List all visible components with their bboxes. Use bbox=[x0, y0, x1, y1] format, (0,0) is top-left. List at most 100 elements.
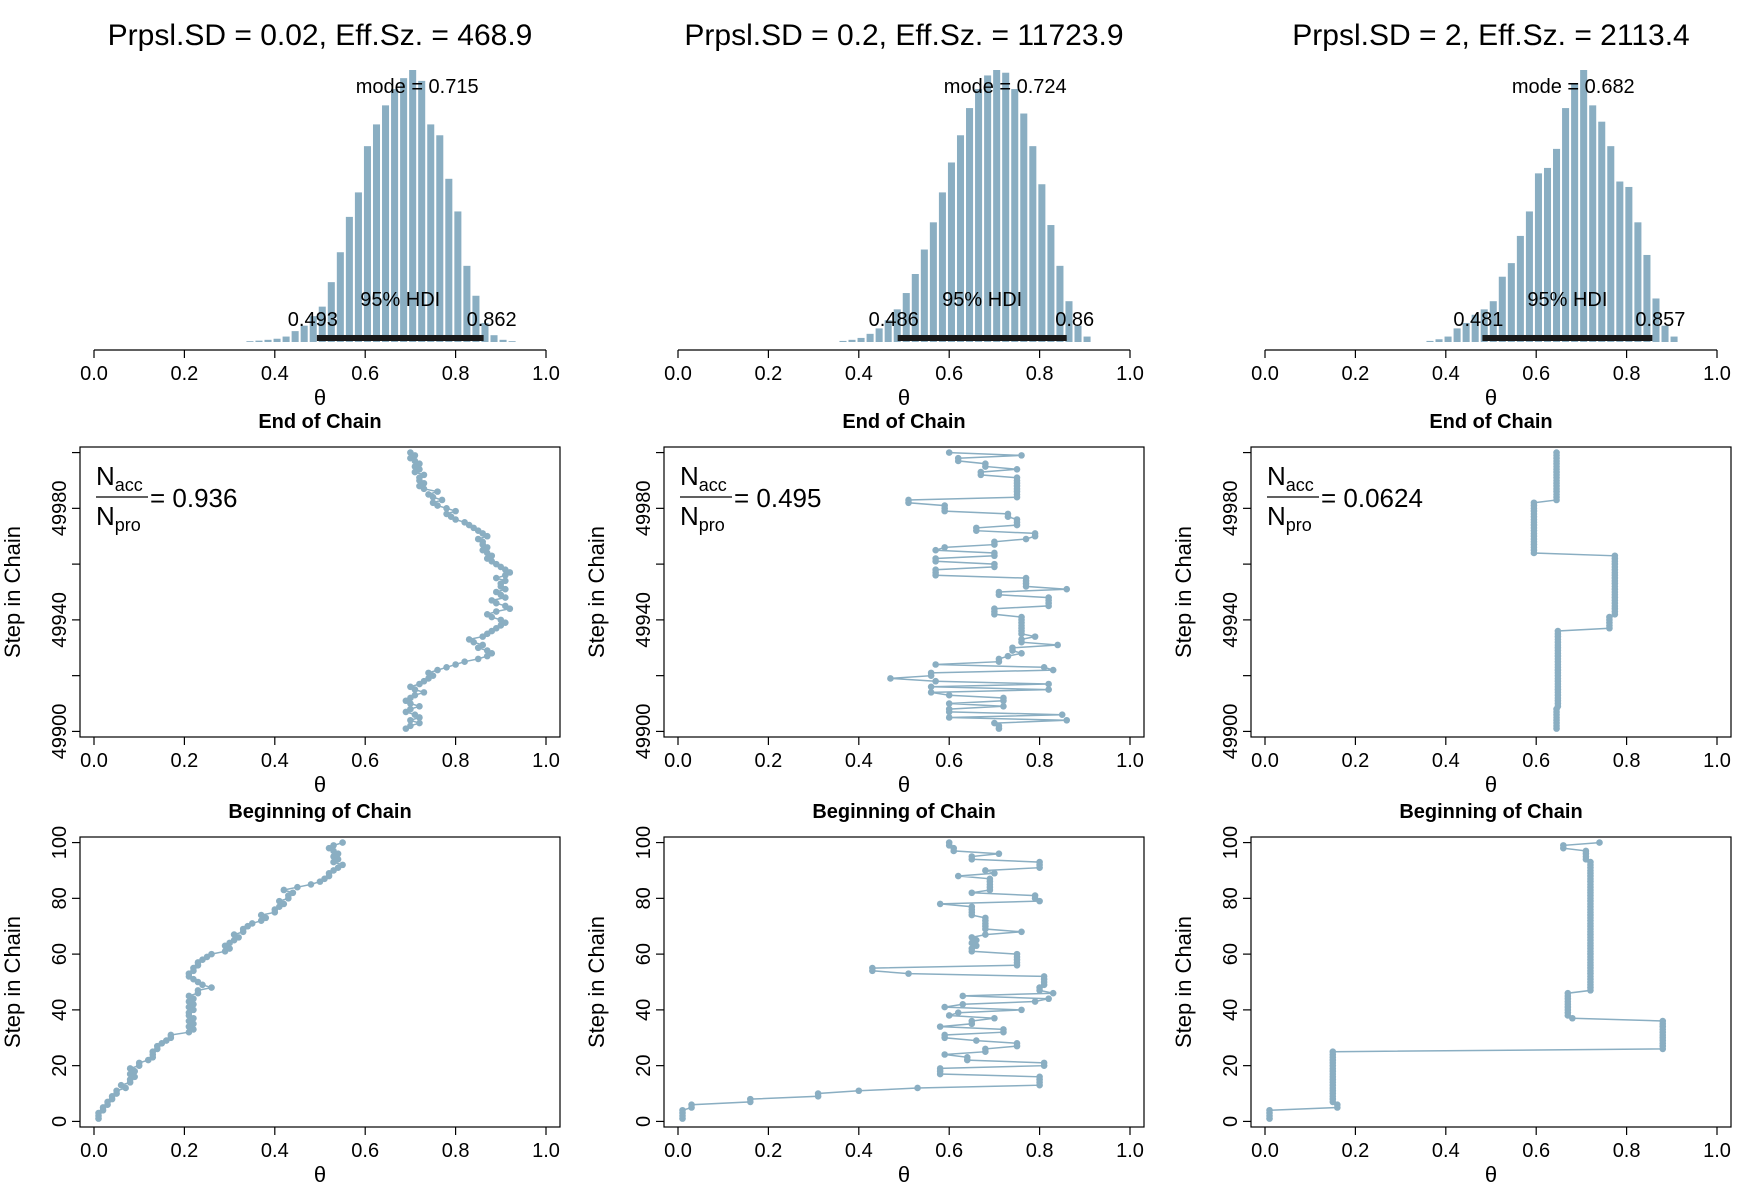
hdi-high-label: 0.862 bbox=[467, 309, 517, 331]
chain-point bbox=[1049, 666, 1057, 674]
y-tick-label: 49980 bbox=[633, 481, 655, 537]
y-tick-label: 49900 bbox=[633, 704, 655, 760]
chain-point bbox=[954, 454, 962, 462]
histogram-bar bbox=[1507, 263, 1515, 342]
y-tick-label: 80 bbox=[49, 887, 71, 909]
chain-point bbox=[991, 549, 998, 557]
y-tick-label: 49900 bbox=[1220, 704, 1242, 760]
histogram-bar bbox=[327, 282, 335, 342]
histogram-bar bbox=[875, 328, 883, 342]
chain-point bbox=[982, 460, 989, 468]
panel-title: Prpsl.SD = 0.02, Eff.Sz. = 468.9 bbox=[108, 19, 533, 52]
histogram-bar bbox=[318, 306, 326, 342]
hdi-high-label: 0.86 bbox=[1055, 309, 1094, 331]
chain-point bbox=[452, 507, 459, 515]
x-tick-label: 0.8 bbox=[1613, 363, 1641, 385]
x-axis-label: θ bbox=[1485, 1162, 1497, 1184]
chain-point bbox=[936, 1065, 944, 1072]
histogram-bar bbox=[1661, 325, 1669, 342]
chain-point bbox=[1553, 449, 1560, 456]
chain-point bbox=[1606, 613, 1613, 621]
chain-point bbox=[914, 1084, 921, 1092]
mode-label: mode = 0.715 bbox=[356, 76, 479, 98]
histogram-bar bbox=[1074, 325, 1082, 342]
y-tick-label: 0 bbox=[49, 1116, 71, 1127]
chain-point bbox=[339, 861, 346, 869]
x-tick-label: 0.8 bbox=[442, 1140, 470, 1162]
chain-point bbox=[492, 608, 500, 615]
chain-trace-line bbox=[1268, 841, 1664, 1119]
chain-point bbox=[1063, 716, 1071, 724]
chain-point bbox=[194, 987, 202, 994]
chain-point bbox=[1560, 842, 1567, 849]
histogram-bar bbox=[1435, 339, 1443, 342]
x-tick-label: 0.2 bbox=[1341, 750, 1369, 772]
chain-point bbox=[452, 661, 459, 668]
chain-point bbox=[248, 920, 256, 927]
chain-point bbox=[443, 663, 450, 671]
x-tick-label: 0.6 bbox=[1522, 1140, 1550, 1162]
histogram-bar bbox=[291, 331, 299, 342]
ratio-denominator: Npro bbox=[1267, 501, 1312, 535]
y-tick-label: 100 bbox=[1220, 826, 1242, 859]
ratio-denominator-subscript: pro bbox=[115, 515, 141, 535]
histogram-bar bbox=[1480, 309, 1488, 342]
histogram-bar bbox=[1029, 146, 1037, 342]
chain-point bbox=[502, 577, 509, 585]
chain-point bbox=[407, 716, 414, 724]
histogram-bar bbox=[1083, 336, 1091, 342]
x-tick-label: 0.8 bbox=[1026, 363, 1054, 385]
x-tick-label: 0.8 bbox=[442, 750, 470, 772]
chain-point bbox=[968, 853, 976, 860]
y-axis-label: Step in Chain bbox=[1171, 916, 1196, 1048]
chain-point bbox=[407, 683, 414, 691]
histogram-bar bbox=[372, 124, 381, 343]
ratio-value: = 0.0624 bbox=[1321, 483, 1423, 513]
panel-7-chain-beginning: Beginning of Chain 0.0 0.2 0.4 0.6 0.8 1.0 θ 0 20… bbox=[0, 801, 561, 1184]
chain-point bbox=[977, 468, 985, 476]
x-tick-label: 0.6 bbox=[935, 363, 963, 385]
chain-point bbox=[407, 705, 414, 713]
ratio-numerator-symbol: N bbox=[680, 461, 699, 491]
histogram-bar bbox=[1634, 222, 1642, 342]
hdi-low-label: 0.493 bbox=[288, 309, 338, 331]
histogram-bar bbox=[920, 249, 928, 342]
x-tick-label: 0.0 bbox=[664, 1140, 692, 1162]
x-tick-label: 0.4 bbox=[1432, 1140, 1460, 1162]
chain-point bbox=[968, 1017, 976, 1025]
chain-point bbox=[941, 544, 948, 551]
x-tick-label: 0.4 bbox=[261, 1140, 289, 1162]
ratio-numerator-symbol: N bbox=[1267, 461, 1286, 491]
chain-point bbox=[280, 886, 288, 894]
histogram-bar bbox=[1020, 113, 1028, 343]
y-tick-label: 100 bbox=[633, 826, 655, 859]
chain-point bbox=[483, 611, 491, 618]
histogram-bar bbox=[1652, 298, 1660, 342]
histogram-bar bbox=[481, 322, 489, 342]
chain-point bbox=[497, 616, 505, 624]
histogram-bar bbox=[508, 341, 516, 342]
chain-point bbox=[443, 505, 450, 512]
panel-title: Beginning of Chain bbox=[1399, 801, 1582, 823]
chain-point bbox=[135, 1059, 143, 1067]
chain-point bbox=[982, 867, 989, 874]
x-tick-label: 0.8 bbox=[1026, 750, 1054, 772]
histogram-bar bbox=[255, 340, 263, 342]
chain-point bbox=[1054, 641, 1061, 649]
histogram-bar bbox=[1643, 254, 1651, 342]
chain-point bbox=[995, 588, 1003, 596]
x-tick-label: 0.4 bbox=[1432, 750, 1460, 772]
ratio-numerator: Nacc bbox=[680, 461, 727, 495]
x-tick-label: 0.0 bbox=[80, 750, 108, 772]
x-tick-label: 0.0 bbox=[1251, 363, 1279, 385]
chain-point bbox=[117, 1081, 125, 1089]
panel-title: Beginning of Chain bbox=[812, 801, 995, 823]
histogram-bar bbox=[300, 325, 308, 342]
ratio-value: = 0.936 bbox=[150, 483, 237, 513]
panel-8-chain-beginning: Beginning of Chain 0.0 0.2 0.4 0.6 0.8 1.0 θ 0 20… bbox=[584, 801, 1145, 1184]
chain-point bbox=[1013, 466, 1021, 473]
chain-point bbox=[1009, 644, 1016, 652]
histogram-bar bbox=[427, 124, 435, 343]
chain-point bbox=[434, 488, 441, 495]
chain-point bbox=[945, 691, 953, 699]
